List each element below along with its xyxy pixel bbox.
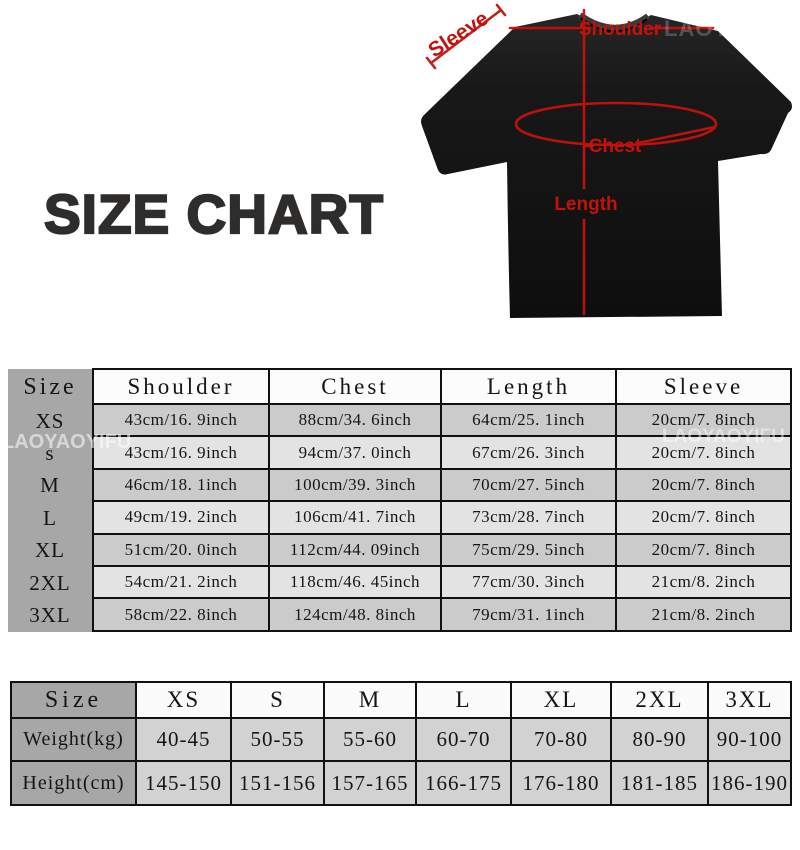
cell-sleeve: 20cm/7. 8inch	[615, 500, 792, 535]
cell-chest: 124cm/48. 8inch	[268, 597, 442, 632]
col-header-length: Length	[440, 368, 617, 405]
cell-shoulder: 49cm/19. 2inch	[92, 500, 270, 535]
height-cell: 176-180	[510, 760, 612, 806]
tshirt-diagram-svg: Shoulder Chest Length Sleeve	[421, 3, 792, 318]
col-header-chest: Chest	[268, 368, 442, 405]
cell-length: 67cm/26. 3inch	[440, 435, 617, 470]
table-row-l: 49cm/19. 2inch 106cm/41. 7inch 73cm/28. …	[92, 500, 792, 535]
height-cell: 157-165	[323, 760, 417, 806]
cell-chest: 106cm/41. 7inch	[268, 500, 442, 535]
table-row-xs: 43cm/16. 9inch 88cm/34. 6inch 64cm/25. 1…	[92, 402, 792, 438]
cell-length: 79cm/31. 1inch	[440, 597, 617, 632]
cell-chest: 118cm/46. 45inch	[268, 564, 442, 600]
weight-cell: 40-45	[135, 717, 232, 762]
sleeve-measure-line	[429, 8, 503, 65]
cell-shoulder: 43cm/16. 9inch	[92, 402, 270, 438]
sleeve-label: Sleeve	[424, 7, 492, 63]
weight-row: Weight(kg) 40-45 50-55 55-60 60-70 70-80…	[10, 717, 792, 762]
cell-chest: 88cm/34. 6inch	[268, 402, 442, 438]
fit-col-2xl: 2XL	[610, 681, 709, 719]
cell-length: 64cm/25. 1inch	[440, 402, 617, 438]
table-row-xl: 51cm/20. 0inch 112cm/44. 09inch 75cm/29.…	[92, 532, 792, 567]
cell-length: 75cm/29. 5inch	[440, 532, 617, 567]
measurements-header-row: Shoulder Chest Length Sleeve	[92, 368, 792, 405]
tshirt-silhouette	[421, 14, 792, 318]
weight-cell: 80-90	[610, 717, 709, 762]
cell-length: 70cm/27. 5inch	[440, 467, 617, 503]
fit-col-xl: XL	[510, 681, 612, 719]
fit-col-m: M	[323, 681, 417, 719]
table-row-3xl: 58cm/22. 8inch 124cm/48. 8inch 79cm/31. …	[92, 597, 792, 632]
size-column: Size XS s M L XL 2XL 3XL	[8, 369, 92, 632]
cell-length: 73cm/28. 7inch	[440, 500, 617, 535]
cell-chest: 100cm/39. 3inch	[268, 467, 442, 503]
cell-shoulder: 51cm/20. 0inch	[92, 532, 270, 567]
page-title: SIZE CHART	[43, 182, 384, 246]
height-row: Height(cm) 145-150 151-156 157-165 166-1…	[10, 760, 792, 806]
collar-inner-line	[580, 17, 648, 33]
cell-shoulder: 46cm/18. 1inch	[92, 467, 270, 503]
weight-cell: 55-60	[323, 717, 417, 762]
chest-connector-right	[636, 125, 717, 145]
cell-sleeve: 20cm/7. 8inch	[615, 402, 792, 438]
fit-col-s: S	[230, 681, 325, 719]
size-label-m: M	[40, 473, 60, 498]
weight-row-label: Weight(kg)	[10, 717, 137, 762]
height-cell: 186-190	[707, 760, 792, 806]
size-label-2xl: 2XL	[29, 570, 71, 595]
fit-col-3xl: 3XL	[707, 681, 792, 719]
cell-chest: 94cm/37. 0inch	[268, 435, 442, 470]
size-label-l: L	[43, 505, 57, 530]
table-row-m: 46cm/18. 1inch 100cm/39. 3inch 70cm/27. …	[92, 467, 792, 503]
measurements-table: Shoulder Chest Length Sleeve 43cm/16. 9i…	[92, 368, 792, 632]
sleeve-tick-bottom	[425, 56, 437, 70]
length-label: Length	[554, 194, 617, 215]
fit-header-row: Size XS S M L XL 2XL 3XL	[10, 681, 792, 719]
size-label-xl: XL	[35, 538, 65, 563]
chest-measure-ellipse	[514, 101, 718, 147]
table-row-s: 43cm/16. 9inch 94cm/37. 0inch 67cm/26. 3…	[92, 435, 792, 470]
height-row-label: Height(cm)	[10, 760, 137, 806]
size-label-s: s	[45, 441, 55, 466]
height-cell: 151-156	[230, 760, 325, 806]
cell-shoulder: 58cm/22. 8inch	[92, 597, 270, 632]
table-row-2xl: 54cm/21. 2inch 118cm/46. 45inch 77cm/30.…	[92, 564, 792, 600]
weight-cell: 90-100	[707, 717, 792, 762]
fit-col-xs: XS	[135, 681, 232, 719]
cell-shoulder: 54cm/21. 2inch	[92, 564, 270, 600]
height-cell: 166-175	[415, 760, 512, 806]
cell-sleeve: 20cm/7. 8inch	[615, 467, 792, 503]
cell-sleeve: 20cm/7. 8inch	[615, 435, 792, 470]
cell-sleeve: 21cm/8. 2inch	[615, 564, 792, 600]
weight-cell: 70-80	[510, 717, 612, 762]
cell-length: 77cm/30. 3inch	[440, 564, 617, 600]
tshirt-measurement-diagram: Shoulder Chest Length Sleeve	[400, 0, 800, 360]
cell-sleeve: 20cm/7. 8inch	[615, 532, 792, 567]
chest-label: Chest	[589, 136, 642, 157]
cell-chest: 112cm/44. 09inch	[268, 532, 442, 567]
height-cell: 181-185	[610, 760, 709, 806]
weight-height-table: Size XS S M L XL 2XL 3XL Weight(kg) 40-4…	[10, 681, 792, 806]
shoulder-label: Shoulder	[579, 19, 662, 40]
size-label-xs: XS	[35, 408, 65, 433]
fit-corner-size: Size	[10, 681, 137, 719]
fit-col-l: L	[415, 681, 512, 719]
col-header-shoulder: Shoulder	[92, 368, 270, 405]
sleeve-tick-top	[495, 3, 507, 17]
size-column-header: Size	[23, 373, 77, 400]
cell-shoulder: 43cm/16. 9inch	[92, 435, 270, 470]
col-header-sleeve: Sleeve	[615, 368, 792, 405]
collar	[578, 12, 650, 31]
size-label-3xl: 3XL	[29, 603, 71, 628]
weight-cell: 60-70	[415, 717, 512, 762]
cell-sleeve: 21cm/8. 2inch	[615, 597, 792, 632]
weight-cell: 50-55	[230, 717, 325, 762]
height-cell: 145-150	[135, 760, 232, 806]
